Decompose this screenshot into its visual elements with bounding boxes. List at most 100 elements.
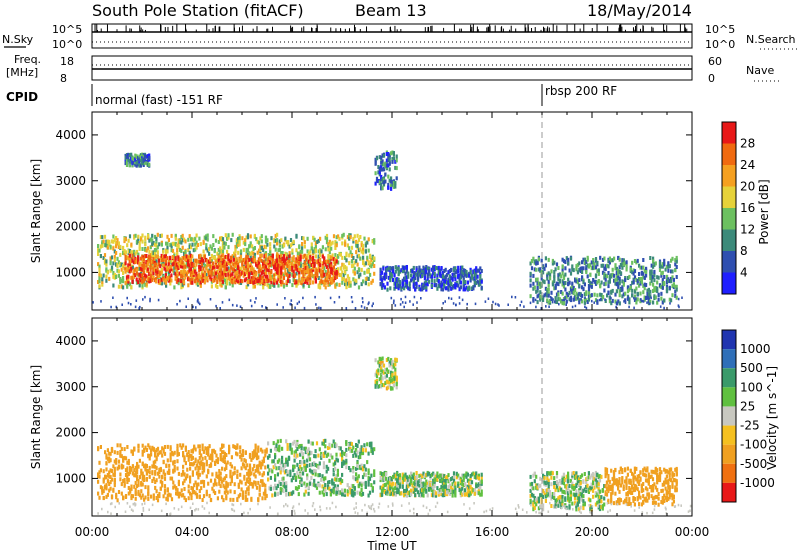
data-cell bbox=[154, 464, 157, 469]
data-cell bbox=[217, 264, 220, 269]
data-cell bbox=[289, 442, 292, 447]
data-cell bbox=[480, 269, 483, 273]
data-cell bbox=[221, 243, 225, 247]
data-cell bbox=[652, 264, 655, 269]
data-cell bbox=[314, 462, 317, 467]
data-cell bbox=[97, 446, 100, 451]
data-cell bbox=[301, 452, 305, 457]
data-cell bbox=[109, 486, 112, 491]
data-cell bbox=[659, 305, 662, 308]
data-cell bbox=[622, 282, 625, 287]
data-cell bbox=[274, 492, 277, 497]
data-cell bbox=[377, 165, 380, 169]
data-cell bbox=[279, 490, 282, 495]
data-cell bbox=[218, 266, 222, 271]
data-cell bbox=[218, 478, 221, 483]
data-cell bbox=[208, 444, 211, 449]
data-cell bbox=[163, 472, 167, 477]
data-cell bbox=[351, 300, 354, 304]
data-cell bbox=[313, 468, 316, 473]
data-cell bbox=[432, 266, 435, 270]
data-cell bbox=[155, 254, 158, 259]
data-cell bbox=[148, 265, 151, 270]
data-cell bbox=[337, 234, 340, 239]
data-cell bbox=[124, 155, 127, 160]
data-cell bbox=[275, 263, 279, 268]
data-cell bbox=[131, 161, 134, 166]
data-cell bbox=[303, 462, 306, 467]
data-cell bbox=[565, 256, 568, 261]
data-cell bbox=[583, 282, 586, 287]
data-cell bbox=[448, 296, 450, 300]
data-cell bbox=[285, 469, 288, 474]
data-cell bbox=[582, 266, 585, 271]
data-cell bbox=[587, 297, 591, 302]
data-cell bbox=[587, 291, 591, 296]
data-cell bbox=[123, 477, 126, 482]
data-cell bbox=[132, 157, 135, 161]
data-cell bbox=[116, 443, 119, 448]
data-cell bbox=[270, 277, 273, 281]
data-cell bbox=[423, 285, 426, 290]
data-cell bbox=[404, 278, 407, 283]
data-cell bbox=[296, 486, 299, 491]
data-cell bbox=[215, 474, 218, 478]
data-cell bbox=[546, 293, 549, 298]
data-cell bbox=[282, 254, 285, 259]
data-cell bbox=[313, 237, 316, 242]
data-cell bbox=[285, 261, 288, 266]
data-cell bbox=[266, 267, 269, 272]
data-cell bbox=[282, 273, 286, 278]
data-cell bbox=[654, 295, 657, 300]
data-cell bbox=[154, 449, 157, 454]
data-cell bbox=[218, 475, 221, 480]
data-cell bbox=[205, 266, 208, 271]
data-cell bbox=[475, 275, 478, 280]
data-cell bbox=[159, 256, 162, 260]
data-cell bbox=[561, 301, 564, 306]
data-cell bbox=[352, 263, 355, 268]
data-cell bbox=[281, 459, 284, 464]
data-cell bbox=[209, 259, 212, 264]
data-cell bbox=[104, 450, 107, 455]
data-cell bbox=[135, 239, 139, 244]
data-cell bbox=[285, 240, 288, 245]
data-cell bbox=[545, 305, 547, 308]
data-cell bbox=[209, 498, 213, 503]
data-cell bbox=[385, 274, 388, 279]
data-cell bbox=[187, 277, 190, 282]
data-cell bbox=[103, 258, 107, 263]
data-cell bbox=[320, 477, 323, 482]
data-cell bbox=[303, 240, 306, 245]
data-cell bbox=[310, 441, 313, 446]
data-cell bbox=[265, 449, 268, 454]
data-cell bbox=[416, 270, 420, 275]
data-cell bbox=[241, 236, 244, 241]
data-cell bbox=[572, 291, 575, 296]
data-cell bbox=[635, 286, 638, 291]
data-cell bbox=[539, 281, 542, 286]
data-cell bbox=[382, 182, 386, 187]
data-cell bbox=[213, 268, 216, 273]
data-cell bbox=[260, 280, 263, 284]
data-cell bbox=[613, 273, 616, 278]
data-cell bbox=[194, 466, 197, 471]
data-cell bbox=[285, 253, 288, 258]
data-cell bbox=[344, 265, 347, 269]
data-cell bbox=[163, 278, 166, 283]
data-cell bbox=[249, 280, 252, 284]
data-cell bbox=[599, 292, 602, 297]
data-cell bbox=[275, 466, 278, 471]
data-cell bbox=[389, 276, 392, 281]
data-cell bbox=[625, 264, 628, 269]
data-cell bbox=[194, 266, 197, 270]
data-cell bbox=[555, 292, 559, 297]
data-cell bbox=[134, 251, 137, 256]
data-cell bbox=[196, 274, 199, 279]
data-cell bbox=[281, 265, 284, 270]
data-cell bbox=[126, 296, 128, 300]
data-cell bbox=[230, 455, 233, 460]
nave-label: Nave bbox=[746, 64, 774, 77]
data-cell bbox=[176, 253, 179, 258]
